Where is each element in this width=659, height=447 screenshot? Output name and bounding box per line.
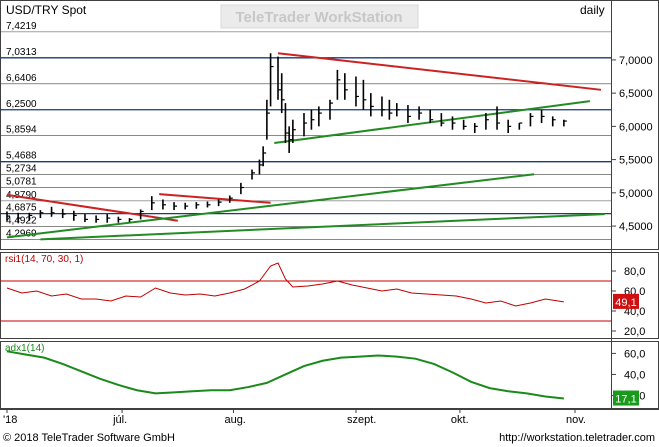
price-tick-label: 5,5000 [619, 155, 653, 167]
trend-line-red [159, 193, 271, 204]
x-tick-label: júl. [112, 414, 127, 426]
level-label: 4,8790 [6, 190, 37, 201]
level-label: 7,4219 [6, 21, 37, 32]
x-tick-label: aug. [224, 414, 245, 426]
x-tick-label: nov. [566, 414, 586, 426]
rsi-panel-frame [0, 252, 659, 339]
level-label: 6,6406 [6, 73, 37, 84]
footer-copyright: © 2018 TeleTrader Software GmbH [3, 432, 175, 444]
adx-tick-label: 60,0 [624, 348, 645, 360]
trend-line-green [274, 100, 590, 144]
rsi-tick-label: 80,0 [624, 266, 645, 278]
price-tick-label: 7,0000 [619, 55, 653, 67]
level-label: 5,0781 [6, 177, 37, 188]
adx-line [6, 350, 564, 400]
rsi-last-value: 49,1 [615, 297, 636, 309]
rsi-plot: rsi1(14, 70, 30, 1)80,060,040,020,049,1 [0, 254, 645, 338]
x-tick-label: okt. [451, 414, 469, 426]
trend-line-red [277, 52, 602, 91]
level-label: 4,6875 [6, 203, 37, 214]
level-label: 5,2734 [6, 164, 37, 175]
trend-line-green [6, 173, 535, 239]
price-tick-label: 5,0000 [619, 188, 653, 200]
rsi-tick-label: 40,0 [624, 306, 645, 318]
level-label: 5,8594 [6, 125, 37, 136]
x-tick-label: '18 [3, 414, 17, 426]
x-axis: '18 júl. aug. szept. okt. nov. [3, 409, 586, 426]
level-label: 4,4922 [6, 216, 37, 227]
price-tick-label: 6,0000 [619, 121, 653, 133]
adx-plot: adx1(14)60,040,020,017,1 [5, 343, 645, 406]
level-label: 4,2969 [6, 229, 37, 240]
adx-last-value: 17,1 [615, 394, 636, 406]
price-tick-label: 4,5000 [619, 221, 653, 233]
period-label: daily [580, 3, 605, 17]
price-tick-label: 6,5000 [619, 88, 653, 100]
level-label: 5,4688 [6, 151, 37, 162]
level-label: 7,0313 [6, 47, 37, 58]
adx-title: adx1(14) [5, 343, 44, 354]
rsi-title: rsi1(14, 70, 30, 1) [5, 254, 83, 265]
price-panel-frame [0, 0, 659, 250]
trend-line-green [40, 213, 605, 241]
watermark-box [220, 4, 419, 29]
rsi-tick-label: 20,0 [624, 326, 645, 338]
adx-last-badge [613, 390, 639, 406]
adx-tick-label: 40,0 [624, 369, 645, 381]
trend-line-red [6, 193, 178, 222]
symbol-title: USD/TRY Spot [6, 3, 87, 17]
level-label: 6,2500 [6, 99, 37, 110]
x-tick-label: szept. [347, 414, 376, 426]
rsi-line [6, 262, 564, 307]
price-plot: 7,4219 7,0313 6,6406 6,2500 5,8594 5,4688 5,27… [0, 21, 653, 241]
rsi-last-badge [613, 293, 639, 309]
footer-url[interactable]: http://workstation.teletrader.com [499, 432, 655, 444]
watermark-text: TeleTrader WorkStation [236, 9, 403, 26]
